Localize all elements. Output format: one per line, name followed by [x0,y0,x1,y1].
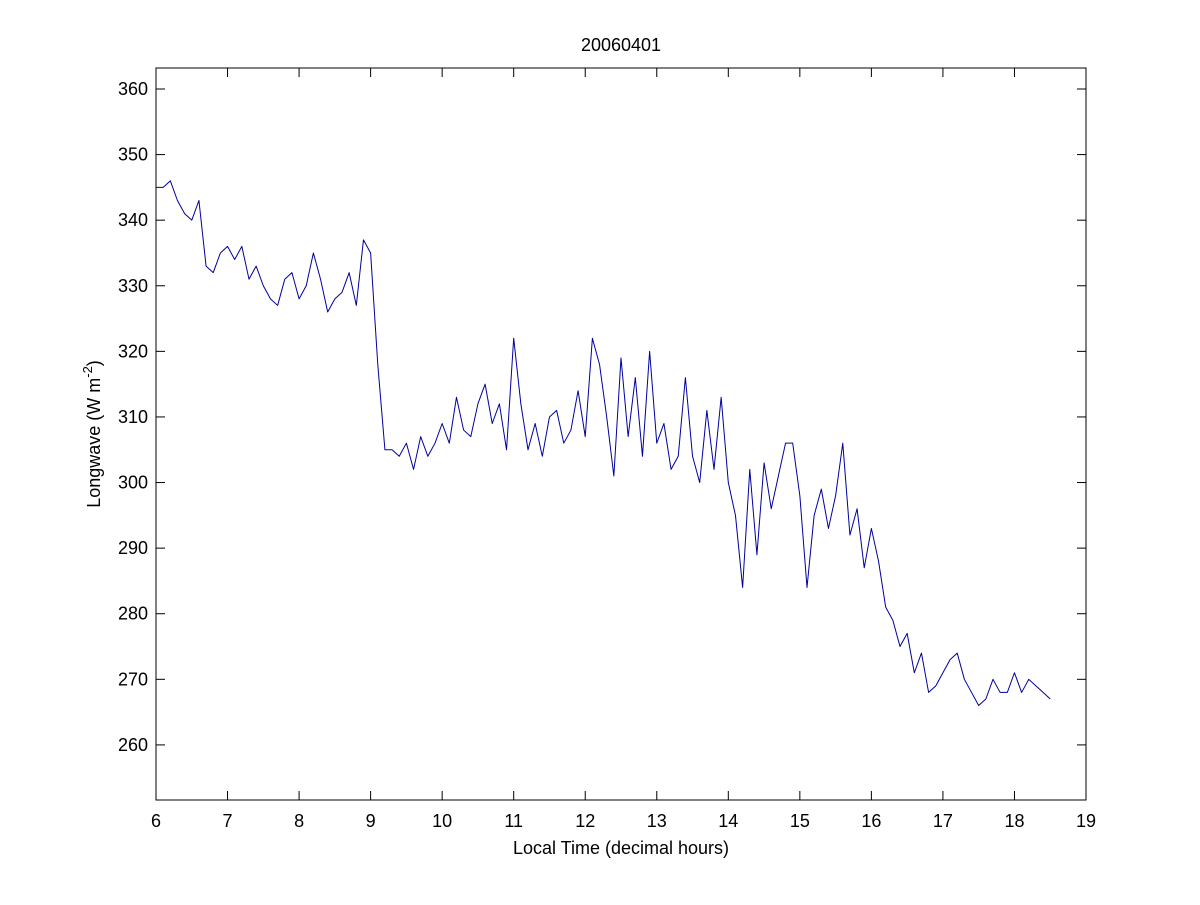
y-tick-label: 300 [118,473,148,493]
x-tick-label: 12 [575,811,595,831]
data-line [156,180,1051,707]
y-label-main: Longwave (W m [84,378,104,508]
x-tick-label: 7 [223,811,233,831]
y-tick-label: 320 [118,341,148,361]
y-label-end: ) [84,360,104,366]
y-tick-label: 280 [118,604,148,624]
y-tick-label: 360 [118,79,148,99]
x-tick-label: 6 [151,811,161,831]
x-tick-label: 19 [1076,811,1096,831]
x-axis-label: Local Time (decimal hours) [513,838,729,858]
chart-title: 20060401 [581,35,661,55]
y-tick-label: 330 [118,276,148,296]
plot-frame [155,67,1087,801]
x-tick-label: 16 [861,811,881,831]
y-label-sup: -2 [80,366,95,378]
x-tick-label: 13 [647,811,667,831]
x-tick-label: 11 [504,811,523,831]
y-tick-label: 260 [118,735,148,755]
x-tick-label: 8 [294,811,304,831]
y-tick-label: 270 [118,669,148,689]
x-tick-label: 15 [790,811,810,831]
x-tick-label: 10 [432,811,452,831]
x-tick-label: 17 [933,811,953,831]
y-tick-label: 310 [118,407,148,427]
x-tick-label: 9 [366,811,376,831]
y-tick-label: 340 [118,210,148,230]
x-tick-label: 14 [718,811,738,831]
y-tick-label: 290 [118,538,148,558]
y-tick-label: 350 [118,145,148,165]
x-tick-label: 18 [1004,811,1024,831]
y-axis-label: Longwave (W m-2) [80,360,104,508]
